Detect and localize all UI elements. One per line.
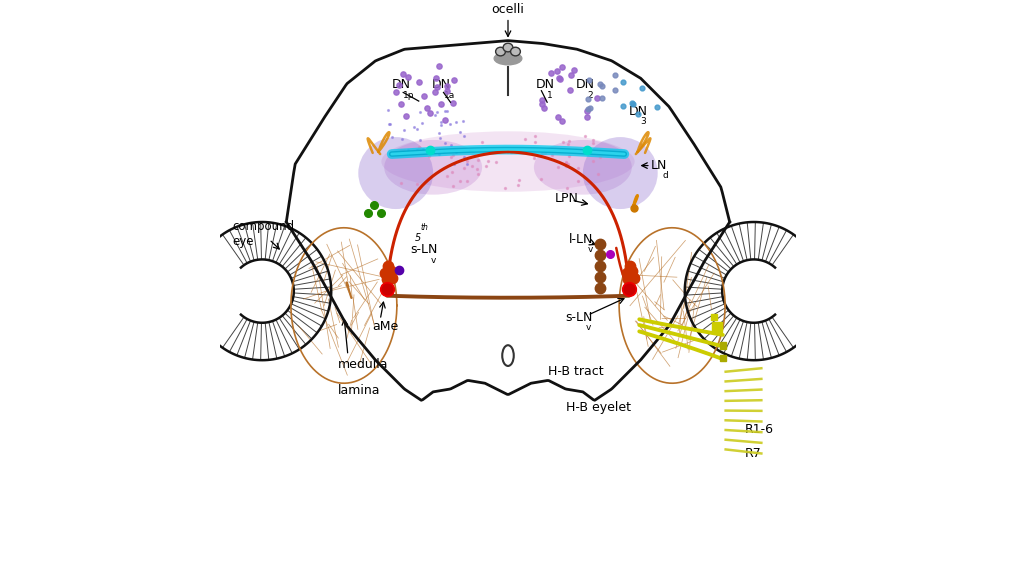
Ellipse shape bbox=[511, 47, 520, 56]
Text: s-LN: s-LN bbox=[410, 243, 438, 256]
Ellipse shape bbox=[384, 140, 482, 195]
Text: v: v bbox=[586, 323, 591, 332]
Text: 1a: 1a bbox=[444, 91, 455, 100]
Text: DN: DN bbox=[535, 79, 555, 91]
Text: 2: 2 bbox=[587, 91, 593, 100]
Text: 5: 5 bbox=[415, 233, 421, 243]
Text: LPN: LPN bbox=[555, 192, 579, 206]
Text: DN: DN bbox=[576, 79, 595, 91]
Ellipse shape bbox=[496, 47, 505, 56]
Text: DN: DN bbox=[392, 79, 410, 91]
Text: l-LN: l-LN bbox=[569, 233, 592, 245]
Text: th: th bbox=[421, 223, 429, 232]
Ellipse shape bbox=[534, 140, 632, 195]
Ellipse shape bbox=[583, 137, 657, 209]
Text: v: v bbox=[430, 255, 436, 265]
Text: compound
eye: compound eye bbox=[233, 219, 295, 247]
Ellipse shape bbox=[359, 137, 433, 209]
Text: R1-6: R1-6 bbox=[745, 423, 774, 436]
Text: LN: LN bbox=[651, 159, 668, 172]
Bar bbox=[720, 355, 726, 361]
Ellipse shape bbox=[494, 52, 522, 65]
Text: ocelli: ocelli bbox=[492, 3, 524, 16]
Text: DN: DN bbox=[432, 79, 451, 91]
Text: aMe: aMe bbox=[373, 320, 399, 334]
Text: v: v bbox=[587, 245, 593, 254]
Text: 1: 1 bbox=[548, 91, 553, 100]
Text: H-B tract: H-B tract bbox=[549, 365, 604, 378]
Text: lamina: lamina bbox=[338, 384, 381, 397]
Text: R7: R7 bbox=[745, 447, 762, 460]
Text: 1p: 1p bbox=[403, 91, 415, 100]
Text: s-LN: s-LN bbox=[566, 310, 593, 324]
Text: H-B eyelet: H-B eyelet bbox=[566, 401, 631, 414]
Ellipse shape bbox=[503, 43, 513, 52]
Ellipse shape bbox=[381, 131, 635, 192]
Ellipse shape bbox=[502, 345, 514, 366]
Text: DN: DN bbox=[629, 105, 648, 118]
Bar bbox=[720, 342, 726, 349]
Text: 3: 3 bbox=[640, 118, 646, 126]
Text: d: d bbox=[662, 171, 669, 181]
Text: medulla: medulla bbox=[338, 358, 389, 371]
